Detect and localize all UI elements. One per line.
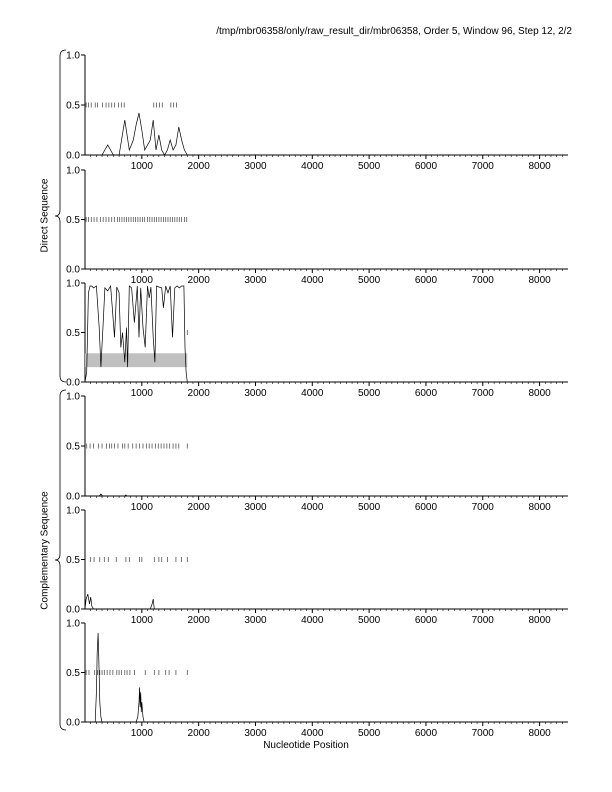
x-axis-label: Nucleotide Position	[263, 740, 349, 751]
y-tick-label: 1.0	[66, 392, 80, 403]
brace-complementary	[54, 389, 67, 731]
x-tick-label: 6000	[415, 728, 438, 739]
x-tick-label: 2000	[188, 502, 211, 513]
y-tick-label: 0.0	[66, 605, 80, 616]
x-tick-label: 6000	[415, 615, 438, 626]
panel-4: 0.0 0.5 1.0 1000 2000 3000 4000 5000 6000 7000 800…	[66, 392, 568, 513]
x-tick-label: 1000	[131, 615, 154, 626]
y-tick-label: 0.5	[66, 555, 80, 566]
x-tick-label: 3000	[244, 275, 267, 286]
x-tick-label: 6000	[415, 161, 438, 172]
x-tick-label: 7000	[472, 615, 495, 626]
x-tick-label: 8000	[528, 615, 551, 626]
x-tick-label: 8000	[528, 388, 551, 399]
data-line	[84, 284, 188, 383]
x-tick-label: 6000	[415, 388, 438, 399]
y-tick-label: 1.0	[66, 619, 80, 630]
y-tick-label: 0.0	[66, 378, 80, 389]
y-tick-label: 1.0	[66, 279, 80, 290]
x-tick-label: 3000	[244, 502, 267, 513]
y-tick-label: 0.0	[66, 265, 80, 276]
x-tick-label: 5000	[358, 275, 381, 286]
x-tick-label: 1000	[131, 275, 154, 286]
x-tick-label: 5000	[358, 161, 381, 172]
x-tick-label: 4000	[301, 161, 324, 172]
y-tick-label: 0.0	[66, 718, 80, 729]
data-line	[84, 593, 188, 610]
y-tick-label: 1.0	[66, 166, 80, 177]
x-tick-label: 4000	[301, 502, 324, 513]
y-tick-label: 0.5	[66, 328, 80, 339]
group-label-direct: Direct Sequence	[39, 178, 51, 253]
x-tick-label: 7000	[472, 502, 495, 513]
x-tick-label: 8000	[528, 502, 551, 513]
group-label-complementary: Complementary Sequence	[39, 491, 51, 610]
panel-2: 0.0 0.5 1.0 1000 2000 3000 4000 5000 6000 7000 800…	[66, 166, 568, 286]
x-tick-label: 7000	[472, 388, 495, 399]
data-line	[85, 493, 188, 497]
x-tick-label: 6000	[415, 502, 438, 513]
panel-3: 0.0 0.5 1.0 1000 2000 3000 4000 5000 6000 7000 800…	[66, 279, 568, 399]
x-tick-label: 8000	[528, 275, 551, 286]
brace-direct	[54, 49, 67, 383]
x-tick-label: 6000	[415, 275, 438, 286]
x-tick-label: 3000	[244, 161, 267, 172]
panel-1: 0.0 0.5 1.0 1000 2000 3000 4000 5000 6000 7000 800…	[66, 51, 568, 172]
x-tick-label: 5000	[358, 388, 381, 399]
y-tick-label: 0.5	[66, 668, 80, 679]
x-tick-label: 3000	[244, 388, 267, 399]
x-tick-label: 1000	[131, 388, 154, 399]
x-tick-label: 5000	[358, 615, 381, 626]
figure-header: /tmp/mbr06358/only/raw_result_dir/mbr063…	[216, 26, 572, 37]
data-line	[85, 632, 188, 723]
y-tick-label: 0.0	[66, 492, 80, 503]
y-tick-label: 0.0	[66, 151, 80, 162]
panel-5: 0.0 0.5 1.0 1000 2000 3000 4000 5000 6000 7000 800…	[66, 506, 568, 626]
x-tick-label: 2000	[188, 161, 211, 172]
x-tick-label: 1000	[131, 161, 154, 172]
x-tick-label: 2000	[188, 728, 211, 739]
x-tick-label: 3000	[244, 615, 267, 626]
x-tick-label: 4000	[301, 275, 324, 286]
x-tick-label: 5000	[358, 502, 381, 513]
x-tick-label: 2000	[188, 275, 211, 286]
y-tick-label: 0.5	[66, 101, 80, 112]
x-tick-label: 2000	[188, 615, 211, 626]
x-tick-label: 2000	[188, 388, 211, 399]
x-tick-label: 5000	[358, 728, 381, 739]
x-tick-label: 4000	[301, 728, 324, 739]
x-tick-label: 1000	[131, 502, 154, 513]
panel-6: 0.0 0.5 1.0 1000 2000 3000 4000 5000 6000 7000 800…	[66, 619, 568, 739]
x-tick-label: 4000	[301, 388, 324, 399]
x-tick-label: 8000	[528, 161, 551, 172]
y-tick-label: 1.0	[66, 506, 80, 517]
x-tick-label: 7000	[472, 728, 495, 739]
x-tick-label: 7000	[472, 161, 495, 172]
threshold-band	[85, 353, 188, 368]
data-line	[85, 112, 188, 156]
y-tick-label: 0.5	[66, 442, 80, 453]
y-tick-label: 0.5	[66, 215, 80, 226]
x-tick-label: 4000	[301, 615, 324, 626]
x-tick-label: 3000	[244, 728, 267, 739]
x-tick-label: 7000	[472, 275, 495, 286]
x-tick-label: 1000	[131, 728, 154, 739]
x-tick-label: 8000	[528, 728, 551, 739]
y-tick-label: 1.0	[66, 51, 80, 62]
